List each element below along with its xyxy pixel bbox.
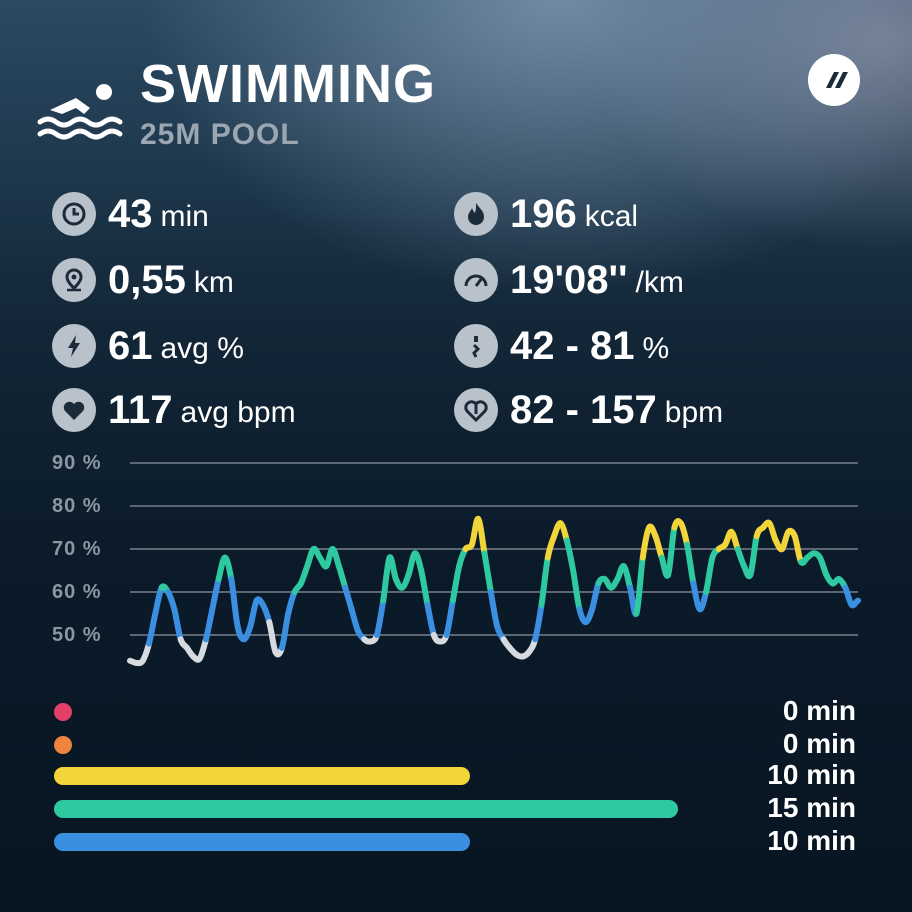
zone-duration-label: 0 min	[782, 695, 856, 726]
intensity-line-segment	[690, 580, 703, 613]
intensity-range-unit: %	[642, 332, 670, 365]
clock-icon	[52, 192, 96, 236]
pace-stat: 19'08'' /km	[454, 256, 684, 304]
zone-duration-label: 0 min	[782, 728, 856, 759]
heart-rate-stat: 117 avg bpm	[52, 386, 296, 434]
intensity-line-segment	[278, 610, 292, 651]
intensity-line-segment	[475, 515, 488, 557]
intensity-line-segment	[418, 567, 431, 608]
heart-rate-range-value: 82 - 157	[510, 387, 657, 432]
intensity-value: 61	[108, 323, 153, 368]
heart-rate-range-stat: 82 - 157 bpm	[454, 386, 723, 434]
flame-icon	[454, 192, 498, 236]
calories-stat: 196 kcal	[454, 190, 638, 238]
zone-dot	[54, 703, 72, 721]
intensity-line-segment	[443, 597, 456, 638]
distance-stat: 0,55 km	[52, 256, 234, 304]
zone-bar	[54, 767, 470, 785]
intensity-line-segment	[848, 597, 861, 609]
intensity-line-segment	[481, 550, 494, 595]
intensity-range-icon	[454, 324, 498, 368]
intensity-line-segment	[791, 533, 805, 565]
intensity-line-segment	[424, 601, 437, 638]
duration-value: 43	[108, 191, 153, 236]
duration-stat: 43 min	[52, 190, 209, 238]
zone-duration-label: 15 min	[767, 792, 856, 823]
heart-icon	[52, 388, 96, 432]
heart-range-icon	[454, 388, 498, 432]
calories-value: 196	[510, 191, 577, 236]
intensity-unit: avg %	[160, 332, 244, 365]
heart-rate-range-unit: bpm	[664, 396, 724, 429]
intensity-line-segment	[747, 533, 760, 578]
intensity-line-segment	[348, 606, 361, 634]
duration-unit: min	[160, 200, 209, 233]
intensity-line-segment	[570, 567, 583, 613]
intensity-line-segment	[563, 537, 577, 574]
intensity-line-segment	[532, 601, 545, 643]
heart-rate-unit: avg bpm	[180, 396, 296, 429]
intensity-line-segment	[449, 563, 463, 604]
y-tick-label: 70 %	[52, 538, 102, 560]
intensity-line-segment	[342, 584, 355, 613]
zone-duration-label: 10 min	[767, 759, 856, 790]
speedometer-icon	[454, 258, 498, 302]
intensity-line-segment	[145, 610, 159, 647]
zone-duration-label: 10 min	[767, 825, 856, 856]
intensity-line-segment	[633, 554, 646, 617]
intensity-line-segment	[538, 554, 551, 608]
intensity-line-segment	[544, 533, 558, 561]
intensity-line-segment	[380, 554, 393, 604]
location-pin-icon	[52, 258, 96, 302]
intensity-line-segment	[266, 619, 279, 656]
intensity-line-segment	[335, 563, 349, 591]
intensity-line-segment	[589, 580, 602, 613]
intensity-line-segment	[405, 550, 418, 578]
intensity-range-value: 42 - 81	[510, 323, 635, 368]
intensity-line-segment	[373, 597, 387, 638]
intensity-line-segment	[703, 554, 716, 595]
intensity-line-segment	[285, 589, 298, 617]
intensity-line-segment	[209, 576, 222, 613]
swimmer-icon	[37, 84, 123, 140]
intensity-line-segment	[677, 520, 691, 548]
intensity-line-segment	[620, 563, 634, 591]
intensity-line-segment	[487, 589, 501, 630]
distance-unit: km	[193, 266, 234, 299]
y-tick-label: 80 %	[52, 495, 102, 517]
intensity-range-stat: 42 - 81 %	[454, 322, 669, 370]
intensity-line-segment	[665, 524, 678, 578]
intensity-line-segment	[652, 533, 665, 561]
intensity-line-segment	[196, 636, 209, 662]
intensity-line-segment	[247, 597, 260, 630]
zone-dot	[54, 736, 72, 754]
activity-subtitle: 25M POOL	[140, 118, 300, 151]
y-tick-label: 90 %	[52, 452, 102, 474]
lightning-icon	[52, 324, 96, 368]
brand-logo-icon	[808, 54, 860, 106]
pace-value: 19'08''	[510, 257, 628, 302]
intensity-line-segment	[386, 554, 399, 583]
pace-unit: /km	[635, 266, 684, 299]
y-tick-label: 50 %	[52, 624, 102, 646]
distance-value: 0,55	[108, 257, 186, 302]
activity-title: SWIMMING	[140, 54, 436, 114]
intensity-line-segment	[684, 541, 697, 587]
zone-bar	[54, 833, 470, 851]
intensity-line-segment	[228, 576, 241, 630]
y-tick-label: 60 %	[52, 581, 102, 603]
heart-rate-value: 117	[108, 387, 173, 432]
zone-bar	[54, 800, 678, 818]
intensity-stat: 61 avg %	[52, 322, 244, 370]
intensity-line-segment	[639, 524, 653, 561]
calories-unit: kcal	[584, 200, 639, 233]
intensity-line-segment	[221, 554, 235, 583]
